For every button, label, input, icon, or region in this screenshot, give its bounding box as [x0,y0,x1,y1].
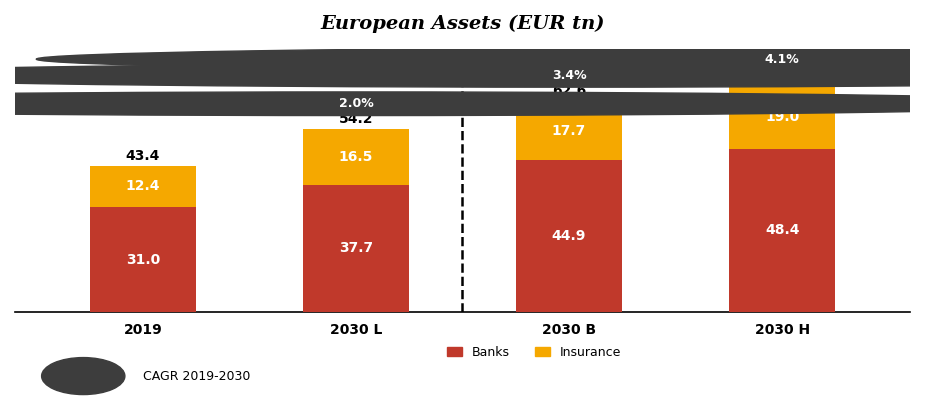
Circle shape [0,64,925,87]
Bar [90,166,196,208]
Text: 62.6: 62.6 [552,84,586,98]
Circle shape [36,47,925,71]
Text: 43.4: 43.4 [126,149,160,163]
Legend: Banks, Insurance: Banks, Insurance [442,341,626,364]
Text: 17.7: 17.7 [552,124,586,138]
Text: 44.9: 44.9 [552,229,586,243]
Bar [90,208,196,312]
Title: European Assets (EUR tn): European Assets (EUR tn) [320,15,605,33]
Text: 54.2: 54.2 [339,112,373,126]
Text: 31.0: 31.0 [126,253,160,267]
Bar [302,185,409,312]
Text: 2.0%: 2.0% [339,97,374,110]
Text: 37.7: 37.7 [339,241,373,255]
Text: 16.5: 16.5 [339,150,373,164]
Text: 12.4: 12.4 [126,180,160,194]
Circle shape [42,358,125,395]
Bar [729,85,835,149]
Text: Forecast: Forecast [467,74,521,87]
Bar [302,129,409,185]
Text: 48.4: 48.4 [765,223,799,238]
Circle shape [0,92,925,115]
Text: 4.1%: 4.1% [765,53,799,66]
Bar [729,149,835,312]
Bar [516,160,623,312]
Bar [516,101,623,160]
Text: CAGR 2019-2030: CAGR 2019-2030 [143,369,251,383]
Text: 19.0: 19.0 [765,110,799,124]
Text: 3.4%: 3.4% [551,69,586,82]
Text: 67.4: 67.4 [765,68,799,82]
